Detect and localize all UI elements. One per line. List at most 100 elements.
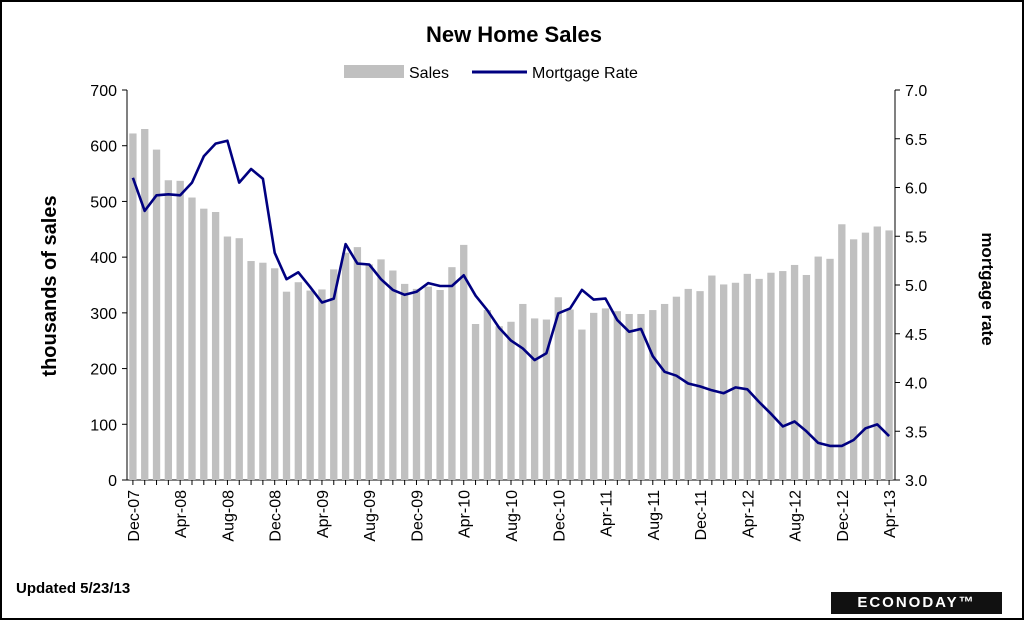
x-tick-label: Aug-12 [788,490,805,542]
sales-bar [400,283,409,480]
y-left-tick-label: 100 [90,417,117,434]
sales-bar [330,269,338,480]
sales-bar [365,264,373,480]
sales-bar [731,282,740,480]
sales-bar [849,239,858,480]
sales-bar [838,224,846,480]
x-tick-label: Aug-09 [362,490,379,542]
y-right-tick-label: 5.5 [905,229,927,246]
sales-bar [601,308,610,480]
sales-bar [885,230,893,480]
y-right-tick-label: 5.0 [905,278,927,295]
x-tick-label: Dec-11 [693,490,710,540]
sales-bar [353,247,362,480]
sales-bar [448,267,456,480]
sales-bar [802,274,811,480]
sales-bar [637,313,645,480]
sales-bar [188,197,196,480]
x-tick-label: Aug-10 [504,490,521,542]
sales-bar [211,212,220,480]
sales-bar [471,324,480,480]
y-left-tick-label: 700 [90,83,117,100]
x-tick-label: Apr-12 [740,490,757,538]
sales-bar [566,309,574,480]
x-tick-label: Apr-13 [882,490,899,538]
legend-sales-swatch [344,65,404,78]
sales-bar [720,284,728,480]
x-tick-label: Apr-10 [457,490,474,538]
sales-bar [294,282,302,480]
sales-bar [141,129,149,480]
y-right-tick-label: 7.0 [905,83,927,100]
x-tick-label: Apr-08 [173,490,190,538]
x-tick-label: Dec-09 [409,490,426,542]
y-axis-right-label: mortgage rate [978,232,997,345]
sales-bar [873,226,881,480]
sales-bar [649,310,657,480]
x-tick-label: Aug-08 [220,490,237,542]
legend-rate-label: Mortgage Rate [532,65,638,82]
sales-bar [495,326,503,480]
y-left-tick-label: 500 [90,194,117,211]
y-right-tick-label: 4.0 [905,376,927,393]
sales-bar [164,180,173,480]
sales-bar [743,273,751,480]
sales-bar [507,321,515,480]
sales-bar [790,264,799,480]
sales-bar [389,270,397,480]
sales-bar [271,268,279,480]
sales-bar [460,244,468,480]
sales-bar [861,232,870,480]
sales-bar [377,259,385,480]
y-right-tick-label: 6.0 [905,181,927,198]
sales-bar [152,149,161,480]
updated-note: Updated 5/23/13 [16,580,131,597]
sales-bar [483,310,492,480]
x-tick-label: Apr-11 [599,490,616,537]
x-tick-label: Dec-12 [835,490,852,542]
sales-bar [708,275,716,480]
sales-bar [282,291,291,480]
sales-bar [672,296,681,480]
x-tick-label: Aug-11 [646,490,663,541]
x-tick-label: Dec-07 [126,490,143,542]
sales-bar [826,258,834,480]
sales-bar [247,261,255,480]
sales-bar [176,180,184,481]
sales-bar [235,238,243,480]
y-left-tick-label: 200 [90,362,117,379]
sales-bar [578,329,586,480]
mortgage-rate-line [131,139,891,448]
x-tick-label: Dec-08 [268,490,285,542]
chart-title: New Home Sales [426,22,602,47]
sales-bar [755,278,763,480]
x-tick-label: Apr-09 [315,490,332,538]
sales-bar [129,133,137,480]
sales-bar [767,272,775,480]
sales-bar [590,312,598,480]
y-left-tick-label: 0 [108,473,117,490]
x-tick-label: Dec-10 [551,490,568,542]
sales-bar [341,252,350,480]
sales-bar [814,256,822,480]
sales-bar [613,311,622,480]
y-left-tick-label: 300 [90,306,117,323]
sales-bar [259,262,267,480]
sales-bar [779,271,787,480]
y-right-tick-label: 3.5 [905,424,927,441]
sales-bar [223,236,232,480]
sales-bar [412,288,421,480]
econoday-logo: ECONODAY™ [831,592,1002,614]
y-left-tick-label: 600 [90,139,117,156]
sales-bar [424,286,432,480]
y-right-tick-label: 4.5 [905,327,927,344]
sales-bar [519,303,527,480]
sales-bar [625,313,633,480]
sales-bar [318,289,326,480]
plot-area: 0 100 200 300 400 500 600 700 3.0 3.5 4.0 4.5 5.0 5.5… [90,83,927,542]
legend-sales-label: Sales [409,65,449,82]
sales-bar [542,319,551,480]
sales-bar [200,208,208,480]
